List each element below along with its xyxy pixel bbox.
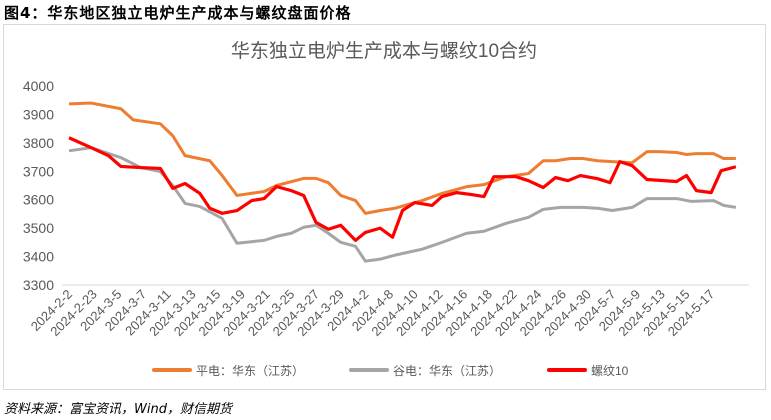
y-tick-label: 3400 [23, 249, 54, 265]
legend-label-1: 谷电：华东（江苏） [393, 364, 501, 378]
source-note: 资料来源：富宝资讯，Wind，财信期货 [4, 402, 232, 417]
legend-label-2: 螺纹10 [591, 364, 629, 378]
series-line-0 [68, 101, 736, 215]
figure-title: 图4：华东地区独立电炉生产成本与螺纹盘面价格 [4, 4, 352, 22]
y-tick-label: 3500 [23, 220, 54, 236]
y-tick-label: 3900 [23, 106, 54, 122]
chart-title: 华东独立电炉生产成本与螺纹10合约 [231, 40, 537, 62]
series-line-2 [68, 136, 737, 242]
y-tick-label: 3300 [23, 277, 54, 293]
y-tick-label: 4000 [23, 78, 54, 94]
y-tick-label: 3600 [23, 192, 54, 208]
y-tick-label: 3700 [23, 163, 54, 179]
series-line-1 [68, 146, 737, 263]
y-tick-label: 3800 [23, 135, 54, 151]
line-chart: 华东独立电炉生产成本与螺纹10合约 3300 3400 3500 3600 3700 380… [23, 40, 749, 378]
legend-label-0: 平电：华东（江苏） [196, 364, 304, 378]
chart-frame: 华东独立电炉生产成本与螺纹10合约 3300 3400 3500 3600 3700 380… [3, 24, 766, 390]
